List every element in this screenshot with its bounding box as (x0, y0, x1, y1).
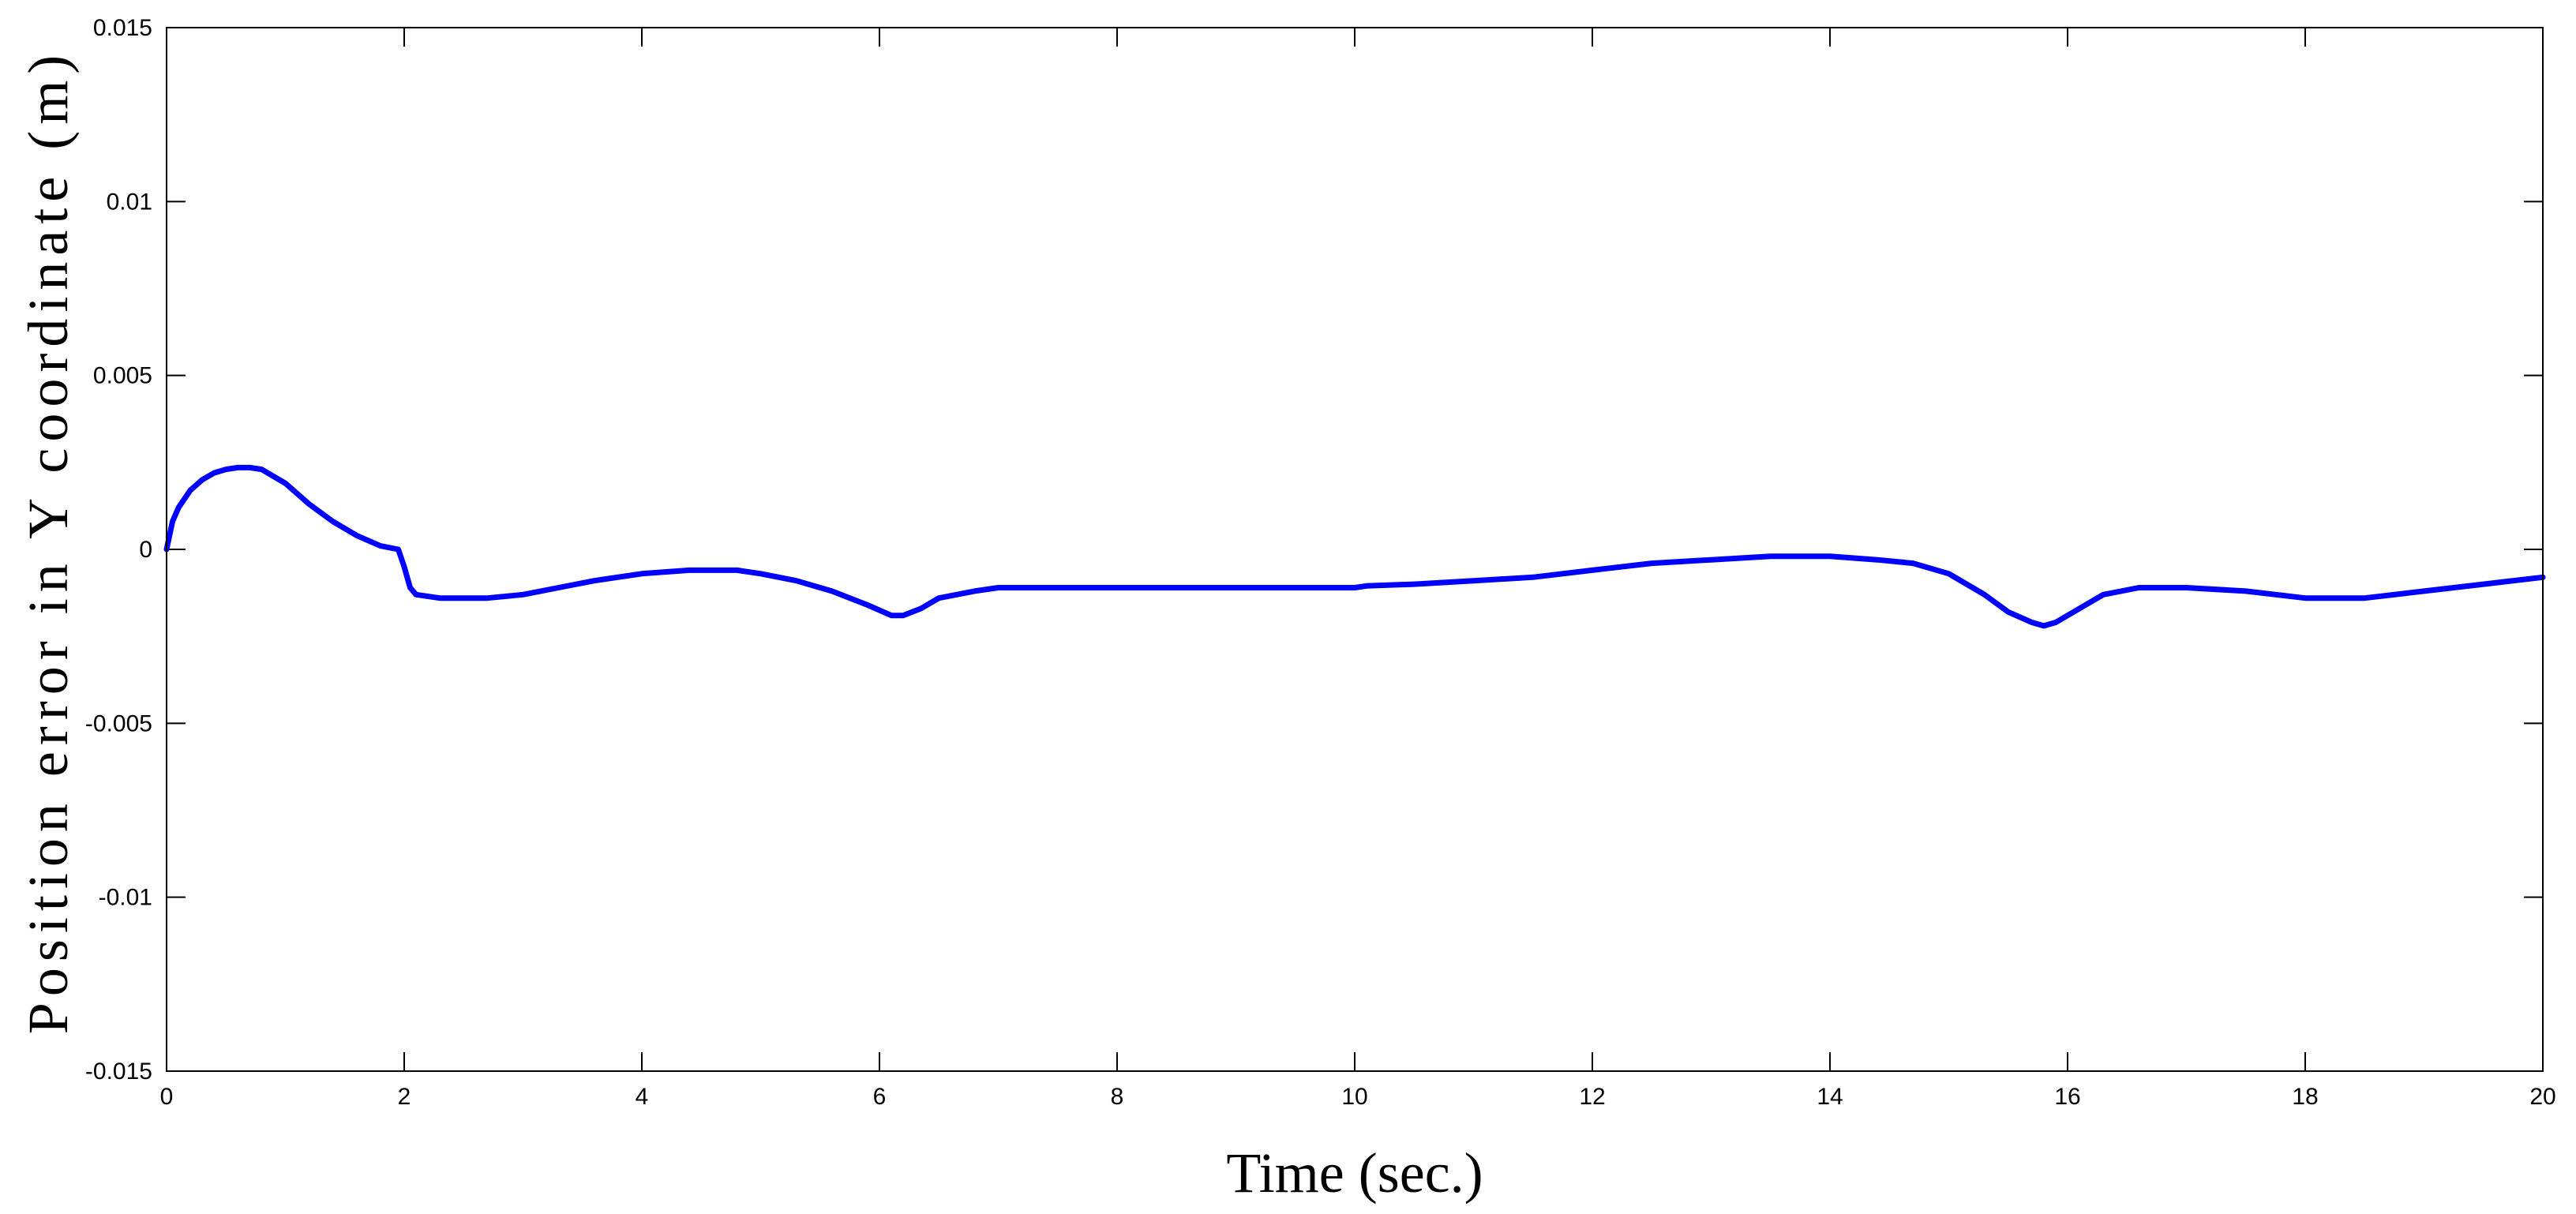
x-tick-label: 6 (873, 1084, 887, 1110)
series-line (163, 464, 2546, 629)
y-tick-label: 0.01 (107, 189, 152, 215)
x-tick-label: 12 (1579, 1084, 1605, 1110)
y-tick-label: 0.015 (93, 15, 152, 41)
y-axis-title: Position error in Y coordinate (m) (17, 49, 80, 1034)
x-tick-label: 4 (636, 1084, 649, 1110)
x-tick-label: 2 (398, 1084, 411, 1110)
y-tick-label: -0.005 (85, 710, 152, 736)
x-tick-label: 20 (2529, 1084, 2555, 1110)
plot-frame (166, 27, 2544, 1072)
x-tick-label: 14 (1817, 1084, 1843, 1110)
y-tick-label: 0.005 (93, 363, 152, 389)
x-tick-label: 0 (160, 1084, 174, 1110)
x-axis-title: Time (sec.) (1226, 1141, 1483, 1205)
series-layer (163, 464, 2546, 629)
y-tick-label: -0.01 (99, 885, 152, 911)
x-tick-label: 16 (2054, 1084, 2080, 1110)
x-tick-label: 18 (2292, 1084, 2318, 1110)
x-tick-label: 10 (1341, 1084, 1367, 1110)
y-tick-label: 0 (139, 537, 152, 563)
x-tick-label: 8 (1111, 1084, 1124, 1110)
x-tick-labels: 0 2 4 6 8 10 12 14 16 18 20 (160, 1084, 2556, 1110)
y-tick-labels: -0.015 -0.01 -0.005 0 0.005 0.01 0.015 (85, 15, 152, 1085)
y-tick-label: -0.015 (85, 1059, 152, 1085)
